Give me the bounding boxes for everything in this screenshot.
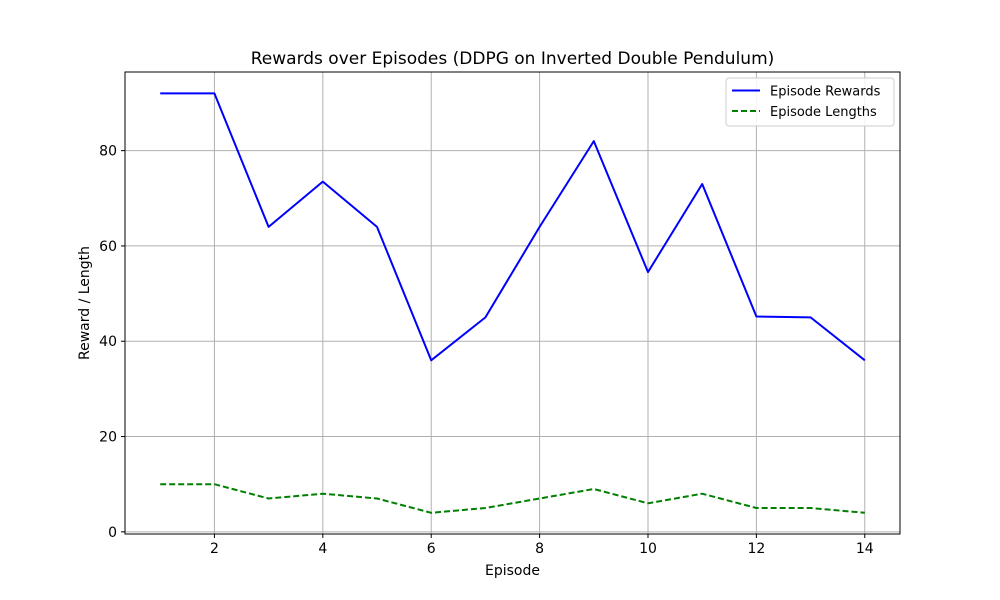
plot-series: [160, 92, 866, 514]
chart-title: Rewards over Episodes (DDPG on Inverted …: [251, 49, 775, 69]
series-line-episode-rewards: [160, 92, 866, 362]
x-tick-label: 14: [856, 541, 874, 557]
axis-ticks: 2 4 6 8 10 12 14 0 20 40 60 80: [99, 144, 874, 557]
grid: [125, 72, 900, 534]
y-tick-label: 40: [99, 334, 117, 350]
legend: Episode Rewards Episode Lengths: [725, 77, 895, 127]
x-tick-label: 8: [535, 541, 544, 557]
y-tick-label: 20: [99, 430, 117, 446]
x-axis-label: Episode: [485, 563, 540, 579]
legend-box: [725, 77, 895, 127]
x-tick-label: 12: [747, 541, 765, 557]
legend-label-episode-rewards: Episode Rewards: [770, 85, 881, 100]
series-line-episode-lengths: [160, 483, 865, 514]
y-tick-label: 80: [99, 144, 117, 160]
x-tick-label: 2: [210, 541, 219, 557]
y-axis-label: Reward / Length: [77, 246, 93, 360]
y-tick-label: 0: [108, 525, 117, 541]
x-tick-label: 4: [318, 541, 327, 557]
x-tick-label: 6: [427, 541, 436, 557]
legend-label-episode-lengths: Episode Lengths: [770, 105, 877, 120]
x-tick-label: 10: [639, 541, 657, 557]
y-tick-label: 60: [99, 239, 117, 255]
plot-area-frame: [124, 71, 901, 535]
